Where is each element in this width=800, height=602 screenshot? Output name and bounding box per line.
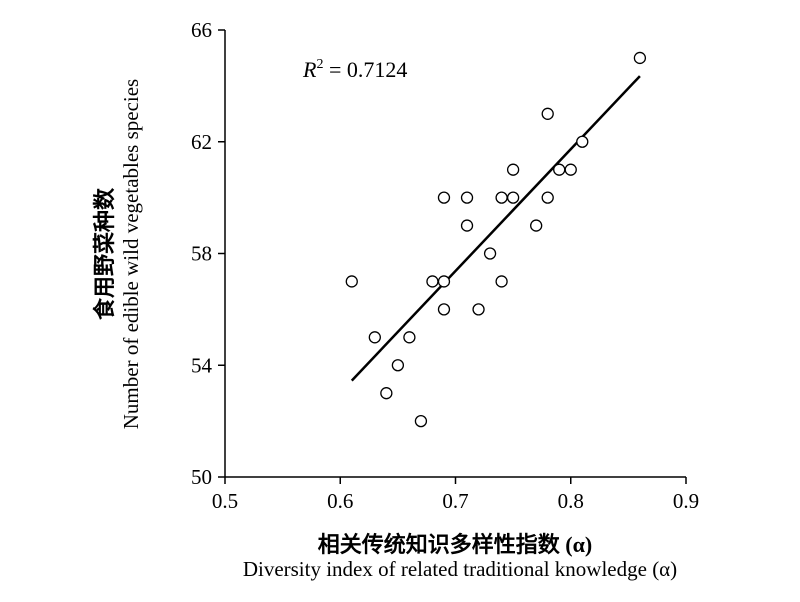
data-point	[403, 331, 416, 344]
data-point	[380, 387, 393, 400]
data-point	[437, 303, 451, 316]
x-axis-label-chinese: 相关传统知识多样性指数 (α)	[317, 532, 593, 557]
data-point	[414, 414, 428, 428]
data-point	[541, 107, 554, 120]
y-tick-label: 50	[191, 465, 212, 489]
r-squared-annotation: R2 = 0.7124	[302, 57, 407, 82]
y-axis-label-english: Number of edible wild vegetables species	[119, 78, 143, 430]
x-tick-label: 0.8	[558, 489, 584, 513]
data-point	[391, 359, 405, 372]
data-point	[437, 275, 451, 288]
y-tick-label: 62	[191, 130, 212, 154]
x-axis-label-english: Diversity index of related traditional k…	[242, 557, 678, 581]
x-tick-label: 0.9	[673, 489, 699, 513]
data-point	[553, 163, 566, 176]
y-tick-label: 58	[191, 242, 212, 266]
data-point	[437, 191, 451, 204]
x-tick-label: 0.5	[212, 489, 238, 513]
ticks: 0.5 0.6 0.7 0.8 0.9 50 54 58 62 66	[191, 18, 699, 513]
data-point	[495, 275, 508, 288]
y-tick-label: 66	[191, 18, 212, 42]
data-point	[472, 303, 485, 316]
trendline	[350, 75, 641, 382]
data-point	[506, 163, 520, 176]
x-tick-label: 0.6	[327, 489, 353, 513]
y-tick-label: 54	[191, 353, 213, 377]
y-axis-label-chinese: 食用野菜种数	[92, 188, 117, 321]
axes	[224, 30, 686, 478]
data-point	[483, 247, 497, 260]
data-point	[460, 191, 474, 204]
data-point	[506, 191, 520, 204]
data-point	[368, 331, 381, 344]
data-points	[345, 51, 647, 428]
data-point	[564, 163, 577, 176]
data-point	[541, 191, 554, 204]
data-point	[426, 275, 439, 288]
trendline-line	[350, 75, 641, 382]
x-tick-label: 0.7	[442, 489, 468, 513]
data-point	[576, 135, 589, 148]
data-point	[495, 191, 508, 204]
data-point	[460, 219, 474, 232]
data-point	[345, 275, 358, 288]
data-point	[633, 51, 647, 65]
data-point	[530, 219, 543, 232]
